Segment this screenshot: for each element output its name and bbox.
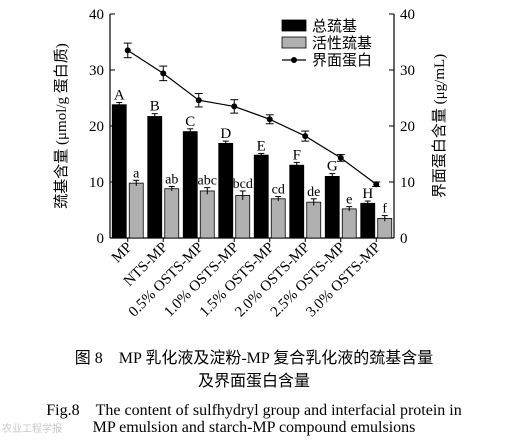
- y2-tick-label-right: 20: [400, 119, 415, 135]
- significance-letter-total: C: [185, 114, 195, 130]
- y-tick-label-left: 0: [97, 231, 105, 247]
- y-tick-label-left: 10: [89, 175, 104, 191]
- bar-active-sulfhydryl: [235, 195, 251, 239]
- significance-letter-total: H: [362, 186, 373, 202]
- y2-tick-label-right: 40: [400, 7, 415, 23]
- bar-active-sulfhydryl: [377, 217, 393, 239]
- significance-letter-active: e: [346, 193, 352, 208]
- caption-en-line2: MP emulsion and starch-MP compound emuls…: [92, 419, 416, 436]
- line-point-interfacial-protein: [195, 97, 202, 104]
- bar-total-sulfhydryl: [218, 142, 234, 239]
- line-point-interfacial-protein: [302, 133, 309, 140]
- x-tick-label: MP: [109, 240, 136, 267]
- y-tick-label-left: 40: [89, 7, 104, 23]
- line-point-interfacial-protein: [266, 116, 273, 123]
- y2-tick-label-right: 30: [400, 63, 415, 79]
- significance-letter-active: cd: [272, 183, 285, 198]
- y-axis-title-left: 巯基含量 (μmol/g 蛋白质): [53, 43, 70, 209]
- y2-tick-label-right: 0: [400, 231, 408, 247]
- y2-tick-label-right: 10: [400, 175, 415, 191]
- bar-total-sulfhydryl: [147, 116, 163, 239]
- significance-letter-active: f: [382, 202, 387, 217]
- bar-active-sulfhydryl: [199, 190, 215, 239]
- significance-letter-active: ab: [165, 172, 178, 187]
- significance-letter-active: abc: [198, 174, 217, 189]
- caption-cn-line2: 及界面蛋白含量: [197, 373, 310, 390]
- caption-cn-line1: 图 8 MP 乳化液及淀粉-MP 复合乳化液的巯基含量: [74, 350, 434, 367]
- bar-total-sulfhydryl: [324, 175, 340, 239]
- chart: 0 0 10 10 20 20 30 30 40 40 巯基含量 (μmol/g 蛋白质) 界面蛋白含…: [53, 7, 448, 320]
- line-point-interfacial-protein: [373, 181, 380, 188]
- significance-letter-total: D: [220, 126, 231, 142]
- y-tick-label-left: 30: [89, 63, 104, 79]
- significance-letter-active: bcd: [233, 177, 253, 192]
- legend-swatch-active: [281, 36, 307, 49]
- significance-letter-total: G: [327, 159, 338, 175]
- bar-active-sulfhydryl: [128, 182, 144, 239]
- caption-en-line1: Fig.8 The content of sulfhydryl group an…: [46, 402, 462, 419]
- bar-total-sulfhydryl: [360, 202, 376, 239]
- significance-letter-total: F: [293, 147, 301, 163]
- y-tick-label-left: 20: [89, 119, 104, 135]
- significance-letter-total: E: [257, 138, 266, 154]
- bar-total-sulfhydryl: [111, 104, 127, 239]
- bar-active-sulfhydryl: [341, 208, 357, 239]
- bar-total-sulfhydryl: [182, 131, 198, 239]
- watermark-text: 农业工程学报: [2, 424, 62, 435]
- legend-label-total: 总巯基: [312, 18, 357, 35]
- significance-letter-active: de: [307, 185, 320, 200]
- legend-label-active: 活性巯基: [312, 35, 372, 52]
- line-point-interfacial-protein: [337, 154, 344, 161]
- bar-active-sulfhydryl: [306, 201, 322, 239]
- significance-letter-active: a: [133, 166, 140, 181]
- significance-letter-total: A: [114, 87, 125, 103]
- y-axis-title-right: 界面蛋白含量 (μg/mL): [431, 54, 448, 198]
- line-point-interfacial-protein: [231, 103, 238, 110]
- significance-letter-total: B: [150, 99, 160, 115]
- line-interfacial-protein: [127, 49, 377, 185]
- bar-total-sulfhydryl: [253, 154, 269, 239]
- legend-swatch-total: [281, 19, 307, 32]
- legend-swatch-line-marker: [291, 57, 297, 63]
- bar-active-sulfhydryl: [270, 198, 286, 239]
- line-point-interfacial-protein: [124, 47, 131, 54]
- legend-label-line: 界面蛋白: [312, 52, 372, 69]
- line-point-interfacial-protein: [160, 70, 167, 77]
- bar-total-sulfhydryl: [289, 164, 305, 239]
- bar-active-sulfhydryl: [164, 188, 180, 239]
